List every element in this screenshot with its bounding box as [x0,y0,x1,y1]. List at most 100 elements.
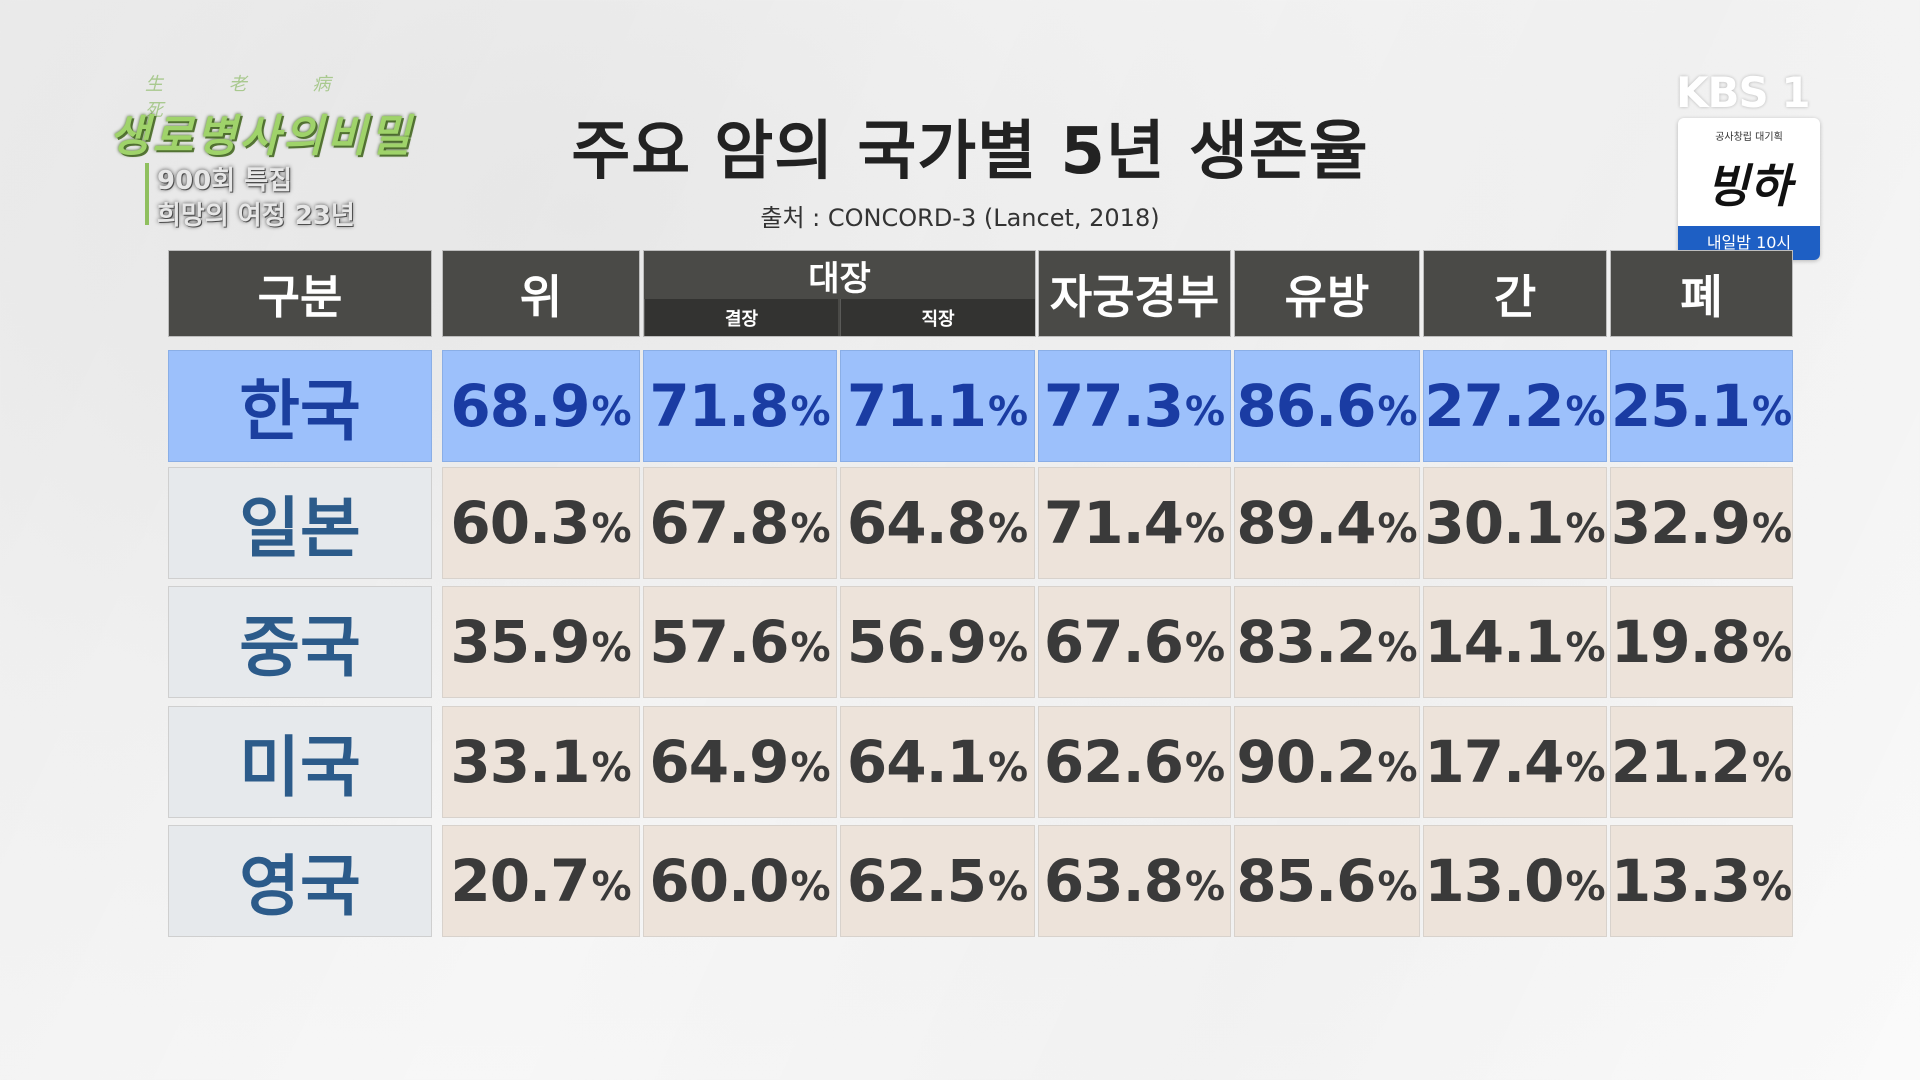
table-cell: 32.9% [1610,467,1793,579]
header-category: 구분 [168,250,432,337]
table-cell: 60.3% [442,467,640,579]
cell-value: 57.6 [649,608,789,676]
percent-sign: % [790,864,831,910]
cell-value: 67.6 [1043,608,1184,676]
percent-sign: % [1185,506,1226,552]
country-name: 한국 [239,373,361,450]
percent-sign: % [988,745,1029,791]
country-name: 일본 [239,490,361,567]
header-colorectal: 대장 결장 직장 [643,250,1036,337]
country-name: 미국 [239,729,361,806]
header-lung-label: 폐 [1680,269,1723,324]
table-cell: 13.3% [1610,825,1793,937]
percent-sign: % [1185,389,1226,435]
percent-sign: % [790,625,831,671]
row-label: 영국 [168,825,432,937]
percent-sign: % [1752,864,1793,910]
percent-sign: % [591,625,632,671]
percent-sign: % [1752,389,1793,435]
table-cell: 19.8% [1610,586,1793,698]
table-cell: 17.4% [1423,706,1607,818]
table-cell: 68.9% [442,350,640,462]
promo-title: 빙하 [1706,159,1792,213]
percent-sign: % [1185,625,1226,671]
cell-value: 60.0 [649,847,789,915]
table-cell: 20.7% [442,825,640,937]
header-colon: 결장 [644,299,838,336]
promo-top-text: 공사창립 대기획 [1715,132,1783,143]
cell-value: 90.2 [1236,728,1376,796]
header-cervix-label: 자궁경부 [1049,269,1220,324]
cell-value: 19.8 [1610,608,1751,676]
program-logo: 生 老 病 死 생로병사의비밀 900회 특집 희망의 여정 23년 [105,60,435,235]
row-label: 미국 [168,706,432,818]
percent-sign: % [1377,506,1418,552]
header-rectum-label: 직장 [921,308,955,330]
percent-sign: % [591,389,632,435]
header-category-label: 구분 [257,269,343,324]
cell-value: 32.9 [1610,489,1751,557]
percent-sign: % [988,625,1029,671]
program-accent-bar [145,163,149,225]
cell-value: 25.1 [1610,372,1751,440]
percent-sign: % [988,506,1029,552]
cell-value: 83.2 [1236,608,1376,676]
cell-value: 86.6 [1236,372,1376,440]
row-label: 중국 [168,586,432,698]
percent-sign: % [1377,389,1418,435]
table-cell: 85.6% [1234,825,1420,937]
cell-value: 13.0 [1424,847,1564,915]
cell-value: 71.1 [846,372,987,440]
cell-value: 67.8 [649,489,789,557]
table-cell: 13.0% [1423,825,1607,937]
header-colorectal-label: 대장 [808,258,871,299]
percent-sign: % [1377,864,1418,910]
cell-value: 13.3 [1610,847,1751,915]
source-text: 출처 : CONCORD-3 (Lancet, 2018) [760,204,1160,232]
percent-sign: % [591,745,632,791]
percent-sign: % [1565,745,1606,791]
percent-sign: % [1752,506,1793,552]
table-cell: 77.3% [1038,350,1231,462]
table-cell: 86.6% [1234,350,1420,462]
table-cell: 35.9% [442,586,640,698]
table-cell: 30.1% [1423,467,1607,579]
percent-sign: % [1377,745,1418,791]
program-title: 생로병사의비밀 [109,111,414,162]
percent-sign: % [1565,506,1606,552]
table-cell: 64.9% [643,706,837,818]
header-rectum: 직장 [840,299,1035,336]
cell-value: 56.9 [846,608,987,676]
table-cell: 83.2% [1234,586,1420,698]
cell-value: 60.3 [450,489,590,557]
header-stomach-label: 위 [519,269,563,324]
country-name: 중국 [239,609,361,686]
cell-value: 27.2 [1424,372,1564,440]
percent-sign: % [591,506,632,552]
cell-value: 71.4 [1043,489,1184,557]
program-subtitle-1: 900회 특집 [157,166,293,196]
table-cell: 14.1% [1423,586,1607,698]
table-cell: 67.6% [1038,586,1231,698]
header-stomach: 위 [442,250,640,337]
cell-value: 71.8 [649,372,789,440]
percent-sign: % [1752,625,1793,671]
percent-sign: % [988,864,1029,910]
cell-value: 21.2 [1610,728,1751,796]
cell-value: 33.1 [450,728,590,796]
percent-sign: % [1377,625,1418,671]
table-cell: 89.4% [1234,467,1420,579]
table-cell: 63.8% [1038,825,1231,937]
table-cell: 71.1% [840,350,1035,462]
table-cell: 60.0% [643,825,837,937]
cell-value: 64.1 [846,728,987,796]
table-cell: 64.1% [840,706,1035,818]
header-breast: 유방 [1234,250,1420,337]
cell-value: 62.6 [1043,728,1184,796]
table-cell: 62.6% [1038,706,1231,818]
header-liver-label: 간 [1493,269,1537,324]
cell-value: 89.4 [1236,489,1376,557]
percent-sign: % [1565,864,1606,910]
table-cell: 57.6% [643,586,837,698]
cell-value: 17.4 [1424,728,1564,796]
